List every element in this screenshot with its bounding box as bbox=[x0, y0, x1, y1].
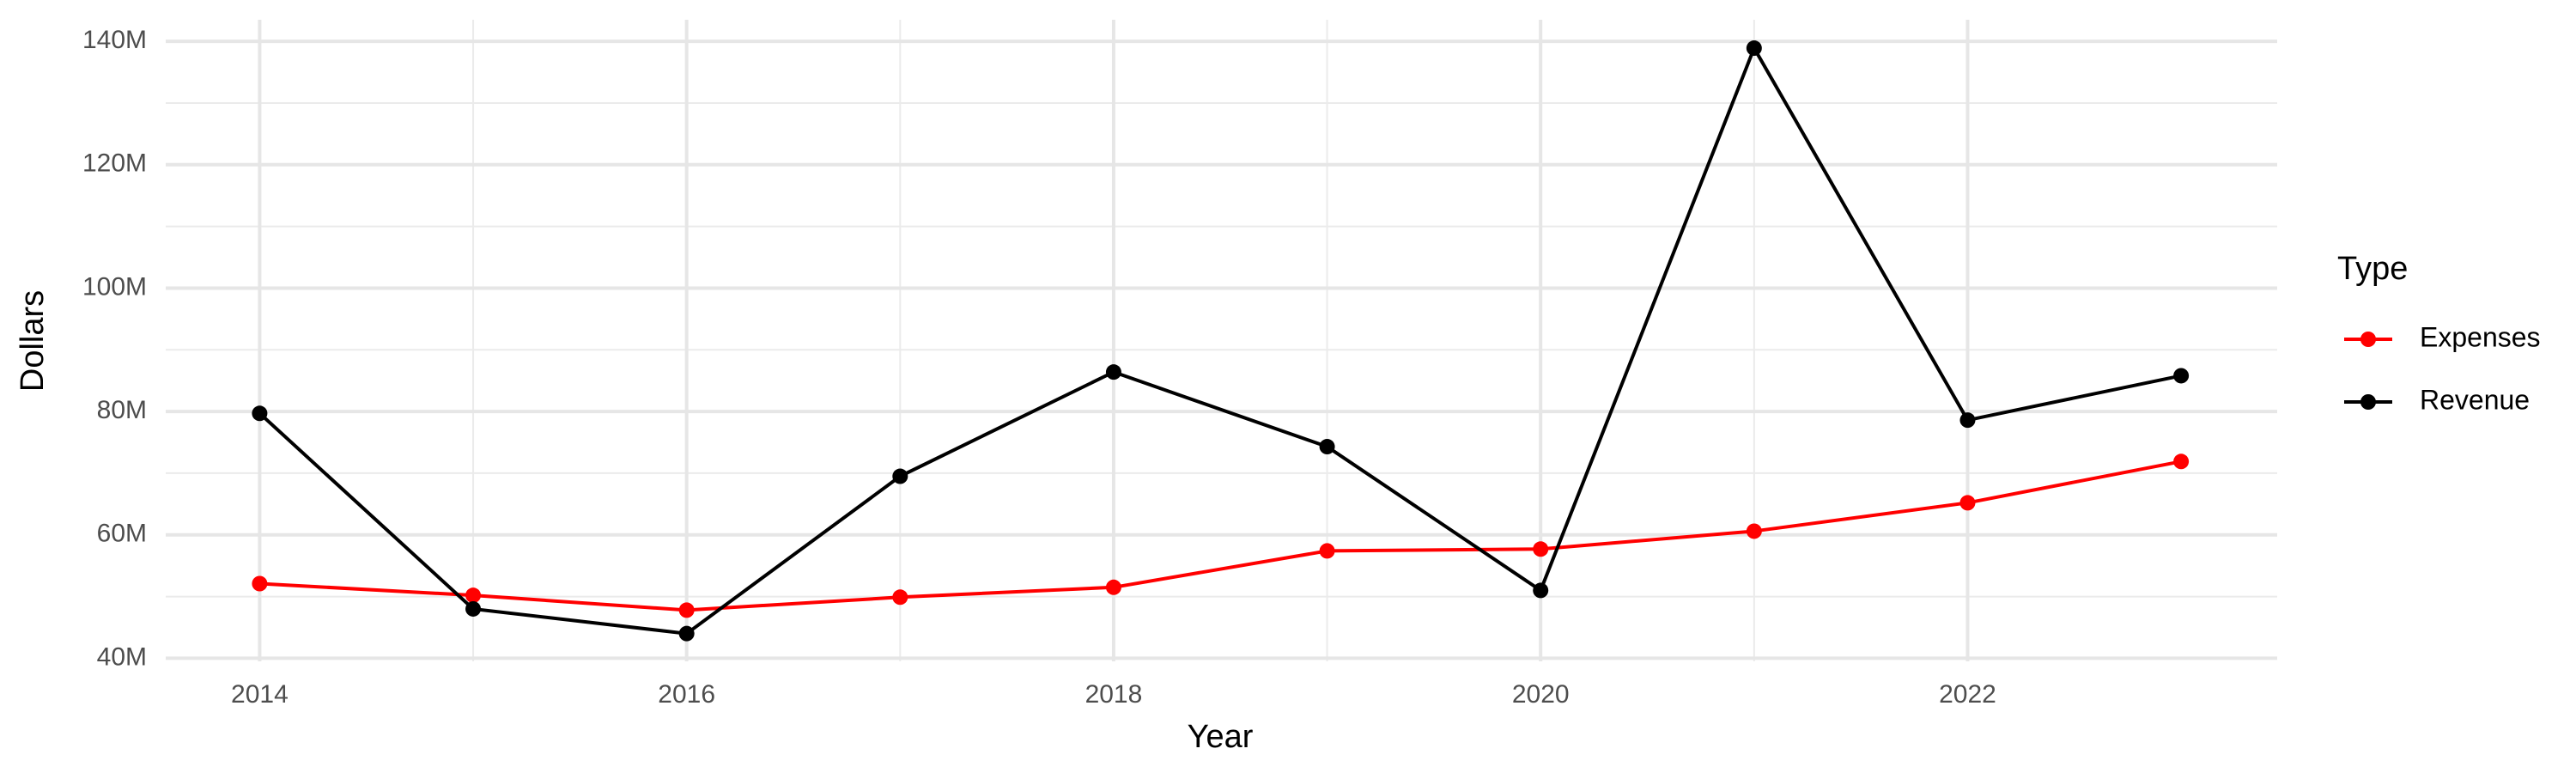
legend-marker bbox=[2360, 394, 2376, 410]
x-tick-label: 2018 bbox=[1085, 680, 1143, 709]
data-point bbox=[678, 625, 695, 642]
y-tick-label: 80M bbox=[97, 396, 147, 424]
data-point bbox=[1959, 495, 1976, 511]
series-line bbox=[258, 44, 2182, 636]
x-tick-label: 2014 bbox=[231, 680, 289, 709]
data-point bbox=[252, 405, 268, 422]
data-point bbox=[1105, 579, 1121, 595]
data-point bbox=[1319, 543, 1335, 559]
data-point bbox=[2173, 453, 2190, 470]
data-point bbox=[1533, 582, 1549, 599]
y-tick-label: 40M bbox=[97, 642, 147, 671]
data-point bbox=[1533, 541, 1549, 557]
series-line bbox=[259, 460, 2182, 612]
data-point bbox=[1105, 364, 1121, 380]
x-tick-label: 2016 bbox=[658, 680, 715, 709]
y-tick-label: 140M bbox=[82, 26, 147, 54]
x-axis-title: Year bbox=[1188, 719, 1254, 755]
x-tick-label: 2022 bbox=[1939, 680, 1996, 709]
y-tick-label: 100M bbox=[82, 272, 147, 301]
y-axis-title: Dollars bbox=[15, 290, 51, 392]
y-tick-label: 120M bbox=[82, 149, 147, 178]
data-point bbox=[1319, 439, 1335, 455]
x-tick-label: 2020 bbox=[1512, 680, 1570, 709]
data-point bbox=[1746, 40, 1762, 57]
data-point bbox=[892, 589, 908, 606]
legend-title: Type bbox=[2337, 251, 2408, 287]
legend-label: Revenue bbox=[2420, 384, 2530, 415]
data-point bbox=[1746, 523, 1762, 539]
data-point bbox=[678, 602, 695, 618]
data-point bbox=[1959, 412, 1976, 429]
data-point bbox=[465, 587, 482, 604]
y-tick-label: 60M bbox=[97, 520, 147, 548]
data-point bbox=[892, 468, 908, 484]
legend-label: Expenses bbox=[2420, 321, 2541, 352]
data-point bbox=[2173, 368, 2190, 384]
data-point bbox=[252, 575, 268, 592]
data-point bbox=[465, 600, 482, 617]
legend-marker bbox=[2360, 332, 2376, 347]
